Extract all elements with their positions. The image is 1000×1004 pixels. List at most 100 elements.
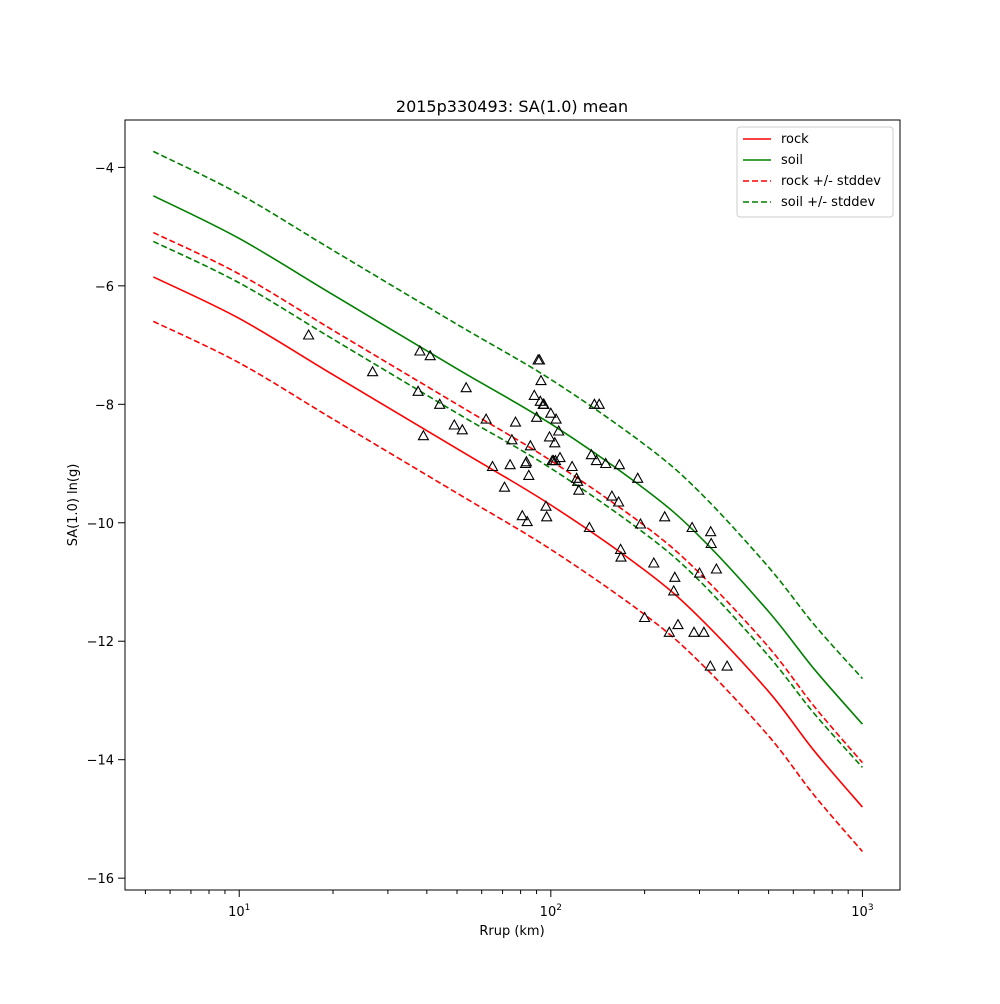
data-point — [498, 481, 511, 492]
data-point — [672, 618, 684, 630]
series-lines — [152, 150, 864, 853]
data-point — [710, 562, 723, 574]
data-point — [667, 584, 680, 596]
data-point — [412, 385, 425, 396]
data-point — [448, 418, 461, 430]
plot-frame — [124, 119, 901, 891]
data-point — [693, 566, 706, 578]
data-point — [524, 439, 537, 451]
data-point — [424, 349, 437, 361]
x-tick-base: 10 — [228, 905, 245, 920]
chart-title: 2015p330493: SA(1.0) mean — [396, 97, 628, 116]
data-point — [549, 454, 562, 466]
x-tick-label: 101 — [228, 903, 250, 920]
data-points — [302, 328, 734, 671]
data-point — [543, 430, 556, 442]
legend-label-soil: soil — [781, 153, 803, 168]
data-point — [668, 571, 681, 582]
data-point — [413, 344, 426, 356]
data-point — [544, 407, 557, 418]
data-point — [550, 412, 563, 424]
data-point — [612, 495, 625, 507]
x-tick-exponent: 2 — [556, 903, 562, 913]
y-tick-label: −12 — [87, 635, 114, 650]
data-point — [658, 510, 671, 522]
data-point — [686, 521, 699, 533]
data-point — [540, 510, 553, 522]
data-point — [533, 353, 546, 365]
data-point — [522, 469, 535, 480]
data-point — [572, 484, 585, 495]
legend: rock soil rock +/- stddev soil +/- stddev — [736, 126, 894, 218]
data-point — [540, 500, 552, 511]
legend-box — [736, 126, 894, 218]
series-line-rock-0 — [152, 276, 864, 808]
y-tick-label: −10 — [87, 517, 114, 532]
data-point — [366, 365, 379, 377]
data-point — [566, 460, 579, 472]
data-point — [516, 509, 529, 521]
data-point — [634, 517, 647, 529]
data-point — [704, 659, 717, 671]
data-point — [554, 451, 566, 463]
data-point — [613, 458, 626, 470]
series-line-rock-stddev-3 — [152, 320, 864, 853]
x-tick-exponent: 1 — [245, 903, 251, 913]
y-axis-ticks: −4 −6 −8 −10 −12 −14 −16 — [87, 161, 125, 887]
data-point — [721, 659, 734, 671]
data-point — [647, 556, 660, 568]
data-point — [433, 398, 446, 409]
y-tick-label: −16 — [87, 872, 114, 887]
x-axis-ticks: 101 102 103 — [144, 890, 874, 920]
data-point — [638, 611, 651, 623]
data-point — [548, 436, 561, 448]
data-point — [585, 448, 598, 460]
data-point — [537, 398, 550, 409]
data-point — [697, 626, 710, 637]
series-line-soil-stddev-5 — [152, 240, 864, 768]
series-line-soil-1 — [152, 195, 864, 725]
data-point — [615, 550, 627, 562]
data-point — [521, 515, 534, 527]
y-tick-label: −4 — [95, 161, 114, 176]
data-point — [688, 626, 700, 637]
data-point — [480, 412, 493, 424]
legend-label-soil-stddev: soil +/- stddev — [781, 195, 876, 210]
data-point — [593, 398, 606, 409]
data-point — [590, 454, 603, 466]
data-point — [552, 424, 565, 436]
data-point — [520, 455, 533, 467]
data-point — [486, 460, 499, 472]
data-point — [663, 626, 676, 637]
y-axis-label: SA(1.0) ln(g) — [66, 464, 81, 547]
data-point — [530, 411, 543, 422]
data-point — [504, 458, 517, 470]
y-tick-label: −8 — [95, 398, 114, 413]
x-tick-exponent: 3 — [868, 903, 874, 913]
x-tick-label: 103 — [851, 903, 873, 920]
data-point — [705, 537, 718, 549]
legend-label-rock-stddev: rock +/- stddev — [781, 174, 881, 189]
data-point — [631, 472, 644, 483]
series-line-rock-stddev-2 — [152, 231, 864, 764]
data-point — [417, 429, 430, 441]
data-point — [599, 457, 612, 469]
data-point — [505, 433, 518, 445]
data-point — [704, 525, 717, 537]
y-tick-label: −6 — [95, 280, 114, 295]
data-point — [583, 521, 596, 533]
data-point — [302, 328, 315, 340]
y-tick-label: −14 — [87, 754, 114, 769]
data-point — [535, 374, 547, 386]
x-tick-base: 10 — [540, 905, 557, 920]
legend-label-rock: rock — [781, 132, 809, 147]
data-point — [528, 389, 541, 400]
x-tick-base: 10 — [851, 905, 868, 920]
data-point — [456, 423, 469, 435]
series-line-soil-stddev-4 — [152, 150, 864, 680]
data-point — [605, 489, 618, 501]
data-point — [571, 475, 584, 486]
x-axis-label: Rrup (km) — [479, 924, 544, 939]
